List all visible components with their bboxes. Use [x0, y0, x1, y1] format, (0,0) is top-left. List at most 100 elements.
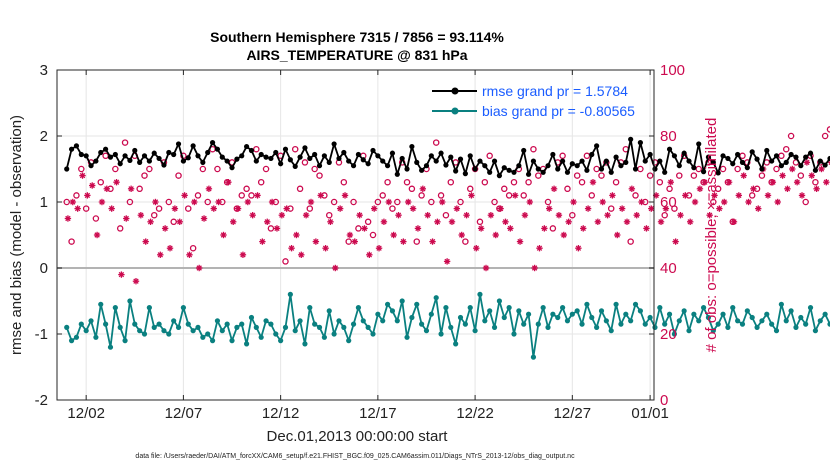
possible-point	[194, 192, 202, 199]
possible-point	[510, 178, 518, 186]
assimilated-point-stroke	[235, 205, 241, 212]
assimilated-point	[643, 225, 650, 232]
assimilated-point-stroke	[264, 219, 270, 225]
x-tick-label-6: 01/01	[631, 405, 669, 422]
bias-point	[589, 314, 595, 321]
bias-point	[812, 328, 819, 334]
bias-point	[443, 305, 449, 311]
possible-point	[418, 192, 425, 199]
assimilated-point-stroke	[347, 232, 353, 238]
bias-point	[171, 318, 177, 324]
possible-point	[121, 139, 129, 146]
rmse-point	[98, 149, 104, 156]
bias-point	[93, 334, 99, 340]
rmse-point	[224, 158, 230, 164]
rmse-point	[287, 157, 293, 163]
assimilated-point	[181, 192, 188, 199]
rmse-point	[676, 163, 682, 169]
assimilated-point	[371, 205, 378, 212]
assimilated-point	[205, 185, 213, 192]
bias-point	[156, 321, 162, 327]
rmse-point	[312, 151, 318, 158]
bias-point	[384, 301, 391, 307]
x-tick-label-2: 12/12	[262, 405, 300, 422]
rmse-point	[579, 158, 585, 164]
rmse-point	[370, 147, 376, 154]
possible-point	[739, 152, 746, 160]
assimilated-point-stroke	[429, 238, 436, 245]
possible-point	[710, 198, 717, 206]
rmse-point	[788, 151, 794, 158]
assimilated-point-stroke	[454, 205, 460, 212]
rmse-point	[122, 153, 128, 159]
assimilated-point	[487, 212, 495, 219]
rmse-point	[657, 158, 663, 164]
bias-point	[297, 318, 303, 324]
assimilated-point	[555, 212, 563, 219]
assimilated-point-stroke	[711, 192, 718, 199]
bias-point	[258, 334, 264, 340]
bias-point	[346, 338, 352, 344]
rmse-point	[190, 143, 196, 149]
possible-point	[340, 178, 348, 186]
rmse-point	[88, 163, 94, 169]
assimilated-point	[434, 218, 441, 225]
bias-point	[83, 328, 89, 334]
bias-point	[662, 321, 668, 327]
assimilated-point-stroke	[556, 212, 562, 218]
assimilated-point-stroke	[740, 172, 747, 179]
assimilated-point-stroke	[201, 215, 207, 222]
assimilated-point	[390, 231, 397, 239]
assimilated-point	[93, 231, 101, 239]
possible-point	[355, 225, 362, 232]
possible-point	[748, 192, 756, 199]
rmse-point	[83, 153, 89, 159]
rmse-point	[175, 141, 182, 147]
series-possible	[63, 126, 830, 265]
possible-point	[573, 172, 581, 179]
assimilated-point	[541, 225, 548, 232]
possible-point	[150, 211, 158, 219]
rmse-point	[346, 158, 352, 164]
possible-point	[501, 185, 508, 193]
bias-point	[151, 324, 157, 330]
rmse-point	[209, 140, 216, 146]
assimilated-point	[813, 185, 820, 192]
possible-point	[782, 145, 790, 153]
rmse-point	[151, 150, 157, 156]
y-right-tick-label-5: 100	[660, 62, 685, 79]
rmse-point	[739, 159, 746, 165]
assimilated-point-stroke	[570, 199, 577, 205]
assimilated-point-stroke	[770, 179, 776, 185]
rmse-point	[200, 159, 206, 165]
bias-point	[146, 305, 152, 311]
bias-point	[749, 314, 755, 321]
possible-point	[797, 172, 805, 179]
rmse-point	[292, 163, 298, 169]
possible-point	[466, 185, 474, 193]
bias-point	[477, 291, 483, 297]
assimilated-point	[132, 278, 140, 285]
bias-point	[817, 318, 823, 324]
possible-point	[656, 178, 664, 186]
assimilated-point	[730, 218, 738, 225]
possible-point	[437, 192, 445, 199]
rmse-point	[433, 158, 439, 164]
rmse-point	[749, 149, 755, 155]
possible-point	[447, 178, 455, 186]
assimilated-point	[278, 212, 286, 219]
assimilated-point	[468, 192, 475, 199]
possible-point	[146, 165, 153, 173]
rmse-point	[783, 159, 789, 165]
possible-point	[758, 172, 766, 179]
bias-point	[350, 321, 357, 327]
bias-point	[730, 305, 736, 311]
bias-point	[793, 324, 799, 330]
bias-point	[569, 311, 575, 317]
possible-point	[530, 145, 537, 153]
possible-point	[291, 145, 299, 153]
rmse-point	[103, 146, 109, 152]
bias-point	[141, 331, 148, 337]
assimilated-point	[721, 198, 728, 206]
bias-point	[394, 318, 400, 324]
